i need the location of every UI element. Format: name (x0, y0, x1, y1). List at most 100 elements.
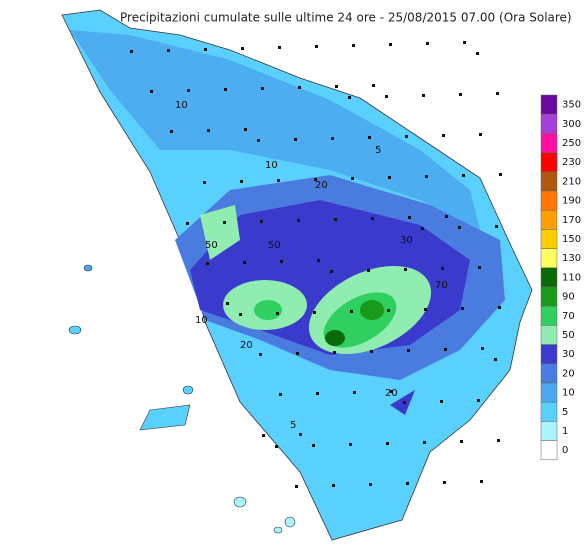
legend: 3503002502302101901701501301109070503020… (540, 94, 581, 461)
station (130, 50, 133, 53)
station (332, 484, 335, 487)
station (298, 86, 301, 89)
station (262, 434, 265, 437)
contour-label: 10 (195, 315, 208, 326)
station (386, 442, 389, 445)
station (444, 348, 447, 351)
station (424, 308, 427, 311)
legend-label: 350 (562, 100, 581, 111)
legend-swatch (540, 286, 558, 307)
station (223, 221, 226, 224)
legend-label: 10 (562, 388, 575, 399)
legend-swatch (540, 344, 558, 365)
station (243, 261, 246, 264)
station (259, 353, 262, 356)
station (385, 95, 388, 98)
stations (130, 41, 502, 488)
station (426, 42, 429, 45)
legend-label: 230 (562, 157, 581, 168)
contour-label: 5 (375, 145, 381, 156)
station (425, 175, 428, 178)
contour-label: 20 (240, 340, 253, 351)
legend-swatch (540, 305, 558, 326)
station (330, 270, 333, 273)
contour-label: 10 (175, 100, 188, 111)
station (277, 179, 280, 182)
station (206, 262, 209, 265)
contour-label: 20 (315, 180, 328, 191)
station (335, 85, 338, 88)
station (352, 44, 355, 47)
legend-swatch (540, 190, 558, 211)
station (498, 306, 501, 309)
station (203, 181, 206, 184)
legend-label: 20 (562, 368, 575, 379)
station (478, 266, 481, 269)
contour-label: 30 (400, 235, 413, 246)
station (440, 400, 443, 403)
legend-swatch (540, 209, 558, 230)
station (351, 177, 354, 180)
station (371, 217, 374, 220)
contour-label: 50 (205, 240, 218, 251)
station (481, 347, 484, 350)
legend-label: 210 (562, 176, 581, 187)
station (406, 482, 409, 485)
legend-swatch (540, 325, 558, 345)
station (334, 218, 337, 221)
contour-label: 20 (385, 388, 398, 399)
contour-label: 50 (268, 240, 281, 251)
legend-swatch (540, 267, 558, 288)
legend-swatch (540, 421, 558, 441)
station (494, 358, 497, 361)
station (295, 485, 298, 488)
station (349, 443, 352, 446)
station (495, 225, 498, 228)
legend-swatch (540, 440, 558, 461)
legend-swatch (540, 401, 558, 422)
station (370, 350, 373, 353)
station (405, 135, 408, 138)
station (260, 220, 263, 223)
station (244, 128, 247, 131)
region (61, 9, 533, 541)
legend-label: 190 (562, 196, 581, 207)
station (476, 52, 479, 55)
legend-label: 0 (562, 445, 568, 456)
station (170, 130, 173, 133)
station (479, 133, 482, 136)
legend-label: 1 (562, 426, 568, 437)
station (497, 439, 500, 442)
station (316, 392, 319, 395)
station (297, 219, 300, 222)
station (372, 84, 375, 87)
station (460, 440, 463, 443)
station (389, 43, 392, 46)
station (280, 260, 283, 263)
contour-labels: 10 10 5 20 30 50 50 70 20 20 5 10 (175, 100, 448, 431)
legend-label: 300 (562, 119, 581, 130)
station (226, 302, 229, 305)
legend-swatch (540, 382, 558, 403)
station (331, 137, 334, 140)
station (350, 310, 353, 313)
station (407, 349, 410, 352)
station (187, 89, 190, 92)
station (480, 480, 483, 483)
legend-label: 30 (562, 349, 575, 360)
legend-label: 170 (562, 215, 581, 226)
contour-label: 70 (435, 280, 448, 291)
station (461, 307, 464, 310)
station (367, 269, 370, 272)
legend-swatch (540, 133, 558, 153)
station (388, 176, 391, 179)
station (317, 259, 320, 262)
station (299, 433, 302, 436)
legend-label: 130 (562, 253, 581, 264)
station (224, 88, 227, 91)
station (387, 309, 390, 312)
legend-label: 5 (562, 407, 568, 418)
station (186, 222, 189, 225)
station (499, 173, 502, 176)
